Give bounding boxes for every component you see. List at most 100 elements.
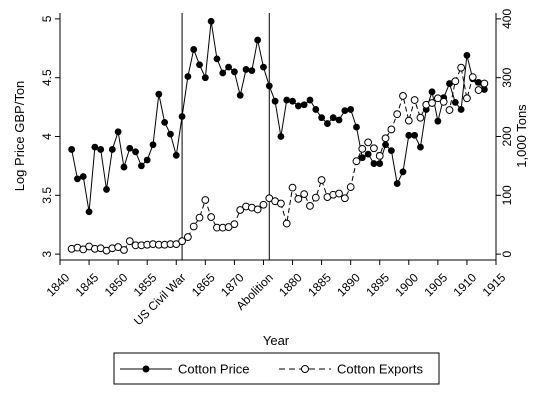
- exports-point: [282, 219, 291, 228]
- y-left-tick-label: 3.5: [40, 187, 54, 204]
- price-point: [126, 144, 134, 152]
- x-tick-label: 1850: [102, 270, 131, 299]
- legend-exports-marker: [301, 365, 309, 373]
- exports-point: [480, 79, 489, 88]
- price-point: [306, 96, 314, 104]
- exports-point: [364, 138, 373, 147]
- exports-point: [288, 183, 297, 192]
- y-left-tick-label: 4.5: [40, 69, 54, 86]
- exports-point: [399, 92, 407, 100]
- x-tick-label: 1865: [189, 270, 218, 299]
- exports-point: [410, 96, 419, 104]
- exports-point: [451, 77, 460, 86]
- exports-point: [306, 202, 314, 210]
- price-point: [411, 131, 419, 139]
- price-point: [283, 96, 291, 104]
- price-point: [457, 106, 465, 113]
- price-point: [399, 168, 407, 176]
- x-tick-label: 1885: [305, 270, 334, 299]
- exports-point: [253, 205, 262, 214]
- exports-point: [463, 94, 471, 103]
- price-point: [108, 146, 116, 153]
- price-point: [213, 55, 221, 63]
- exports-point: [428, 99, 436, 107]
- price-point: [393, 180, 401, 187]
- price-point: [143, 156, 151, 164]
- exports-point: [195, 213, 204, 222]
- exports-point: [457, 63, 466, 72]
- price-point: [341, 107, 349, 115]
- exports-point: [236, 206, 245, 214]
- y-right-tick-label: 300: [500, 67, 514, 87]
- exports-point: [468, 73, 477, 81]
- price-point: [85, 208, 93, 216]
- exports-series-line: [71, 65, 485, 252]
- price-point: [405, 131, 413, 139]
- exports-point: [381, 134, 390, 143]
- exports-point: [311, 193, 320, 202]
- exports-point: [439, 97, 448, 106]
- exports-point: [433, 94, 442, 103]
- price-point: [231, 68, 238, 76]
- price-point: [137, 162, 145, 170]
- price-point: [207, 17, 215, 25]
- price-point: [68, 146, 76, 153]
- exports-point: [207, 213, 216, 221]
- x-tick-label: 1900: [392, 270, 421, 299]
- y-axis-right-title: 1,000 Tons: [514, 104, 529, 168]
- price-point: [248, 67, 256, 75]
- exports-point: [346, 183, 355, 191]
- price-point: [260, 63, 267, 71]
- x-tick-label: 1840: [44, 270, 73, 299]
- exports-point: [317, 176, 326, 184]
- exports-point: [201, 196, 210, 204]
- exports-point: [230, 220, 239, 229]
- exports-point: [393, 110, 402, 119]
- price-point: [254, 36, 262, 44]
- y-left-tick-label: 3: [40, 250, 54, 257]
- price-point: [225, 63, 232, 71]
- exports-point: [370, 144, 378, 153]
- exports-point: [404, 116, 413, 125]
- exports-point: [125, 237, 134, 246]
- price-point: [120, 163, 128, 171]
- price-point: [178, 113, 186, 120]
- exports-point: [352, 157, 361, 166]
- price-point: [236, 91, 244, 99]
- price-point: [312, 106, 320, 113]
- exports-point: [474, 86, 483, 94]
- price-point: [201, 74, 209, 82]
- exports-point: [189, 222, 198, 231]
- exports-point: [259, 200, 268, 209]
- price-point: [184, 73, 192, 80]
- price-point: [167, 130, 174, 138]
- legend-price-marker: [142, 365, 150, 373]
- x-axis-title: Year: [263, 333, 290, 348]
- exports-point: [358, 144, 367, 153]
- price-point: [475, 79, 482, 86]
- price-point: [335, 116, 343, 124]
- legend-price-label: Cotton Price: [178, 362, 250, 377]
- price-point: [277, 133, 285, 140]
- price-point: [91, 143, 99, 151]
- price-point: [172, 151, 180, 159]
- y-axis-left-title: Log Price GBP/Ton: [12, 81, 27, 192]
- plot-area: [67, 13, 489, 260]
- y-right-tick-label: 100: [500, 185, 514, 205]
- price-point: [242, 66, 250, 73]
- price-point: [451, 98, 459, 106]
- price-point: [132, 148, 139, 156]
- exports-point: [277, 199, 285, 208]
- exports-point: [120, 246, 128, 254]
- price-point: [79, 173, 87, 180]
- exports-point: [387, 125, 396, 134]
- price-point: [446, 80, 453, 87]
- exports-point: [294, 194, 303, 203]
- price-point: [324, 120, 331, 127]
- price-point: [161, 118, 169, 126]
- y-right-tick-label: 400: [500, 9, 514, 29]
- price-point: [364, 150, 372, 158]
- price-point: [370, 160, 378, 167]
